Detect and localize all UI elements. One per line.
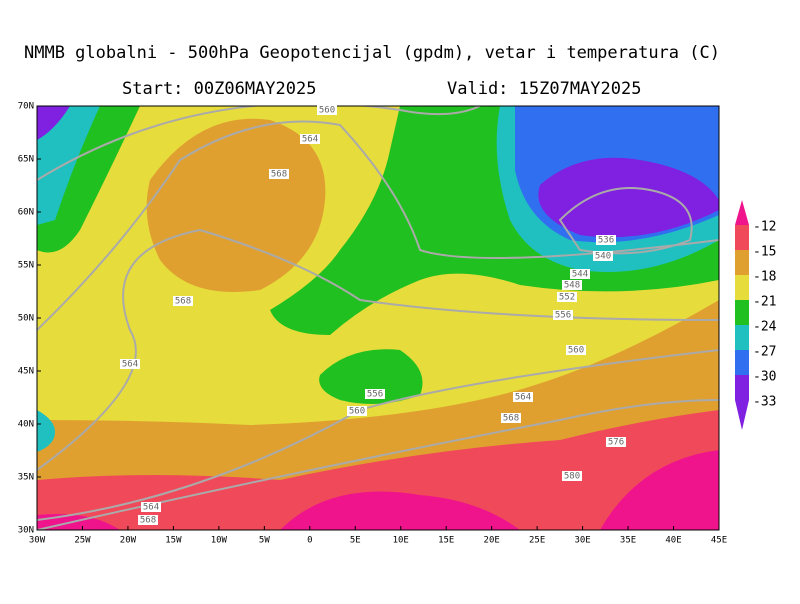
lon-label: 0 <box>307 536 312 546</box>
contour-label-bg <box>365 389 385 399</box>
temperature-field <box>37 106 719 530</box>
lat-label: 60N <box>18 208 34 218</box>
contour-label: 564 <box>302 135 318 145</box>
contour-label-bg <box>347 406 367 416</box>
lon-label: 10E <box>393 536 409 546</box>
contour-label-bg <box>557 292 577 302</box>
contour-label-bg <box>141 502 161 512</box>
colorbar-label: -33 <box>753 395 776 410</box>
contour-label: 556 <box>367 390 383 400</box>
contour-label: 568 <box>271 170 287 180</box>
contour-label-bg <box>138 515 158 525</box>
contour-label: 568 <box>175 297 191 307</box>
contour-label: 540 <box>595 252 611 262</box>
map-title: NMMB globalni - 500hPa Geopotencijal (gp… <box>24 43 720 63</box>
colorbar-label: -21 <box>753 295 776 310</box>
contour-label-bg <box>513 392 533 402</box>
colorbar-label: -24 <box>753 320 777 335</box>
lon-label: 25W <box>74 536 91 546</box>
start-time: Start: 00Z06MAY2025 <box>122 79 316 99</box>
contour-label: 560 <box>568 346 584 356</box>
lat-label: 55N <box>18 261 34 271</box>
lat-label: 50N <box>18 314 34 324</box>
lon-label: 45E <box>711 536 727 546</box>
lon-label: 35E <box>620 536 636 546</box>
contour-label-bg <box>566 345 586 355</box>
contour-label-bg <box>593 251 613 261</box>
contour-label-bg <box>173 296 193 306</box>
contour-label: 548 <box>564 281 580 291</box>
contour-label: 544 <box>572 270 588 280</box>
lat-label: 65N <box>18 155 34 165</box>
contour-label: 564 <box>515 393 531 403</box>
contour-label-bg <box>562 280 582 290</box>
lon-label: 30E <box>574 536 590 546</box>
valid-time: Valid: 15Z07MAY2025 <box>447 79 641 99</box>
contour-label: 580 <box>564 472 580 482</box>
lon-label: 25E <box>529 536 545 546</box>
colorbar-label: -18 <box>753 270 776 285</box>
colorbar <box>735 200 749 430</box>
lon-label: 15W <box>165 536 182 546</box>
lon-label: 5W <box>259 536 270 546</box>
contour-label: 576 <box>608 438 624 448</box>
lat-label: 70N <box>18 102 34 112</box>
lon-label: 10W <box>211 536 228 546</box>
contour-label: 560 <box>349 407 365 417</box>
contour-label: 556 <box>555 311 571 321</box>
contour-label-bg <box>596 235 616 245</box>
contour-label: 568 <box>140 516 156 526</box>
lat-label: 30N <box>18 526 34 536</box>
contour-label: 564 <box>122 360 138 370</box>
lat-label: 40N <box>18 420 34 430</box>
lon-label: 20E <box>484 536 500 546</box>
contour-label-bg <box>300 134 320 144</box>
lat-label: 45N <box>18 367 34 377</box>
contour-label-bg <box>562 471 582 481</box>
contour-label-bg <box>120 359 140 369</box>
contour-label: 564 <box>143 503 159 513</box>
lon-label: 30W <box>29 536 46 546</box>
contour-label: 568 <box>503 414 519 424</box>
colorbar-label: -12 <box>753 220 776 235</box>
contour-label: 552 <box>559 293 575 303</box>
colorbar-label: -27 <box>753 345 776 360</box>
lon-label: 20W <box>120 536 137 546</box>
lat-label: 35N <box>18 473 34 483</box>
contour-label-bg <box>553 310 573 320</box>
colorbar-label: -15 <box>753 245 776 260</box>
contour-label-bg <box>269 169 289 179</box>
contour-label-bg <box>606 437 626 447</box>
contour-label: 536 <box>598 236 614 246</box>
lon-label: 40E <box>665 536 681 546</box>
contour-label-bg <box>501 413 521 423</box>
lon-label: 15E <box>438 536 454 546</box>
contour-label-bg <box>317 105 337 115</box>
lon-label: 5E <box>350 536 361 546</box>
colorbar-label: -30 <box>753 370 776 385</box>
contour-label: 560 <box>319 106 335 116</box>
contour-label-bg <box>570 269 590 279</box>
